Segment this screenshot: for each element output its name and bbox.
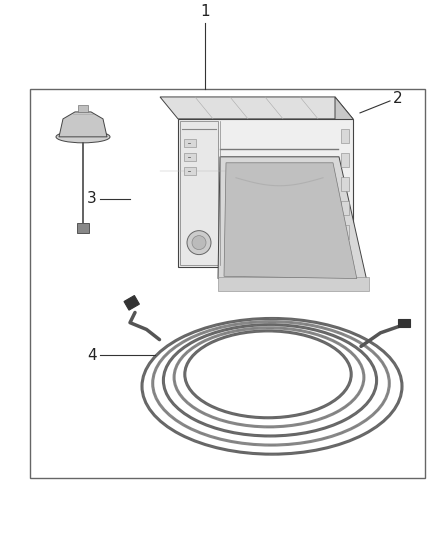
Bar bbox=[78, 105, 88, 112]
Text: 2: 2 bbox=[393, 92, 403, 107]
Bar bbox=[184, 153, 196, 161]
Text: 3: 3 bbox=[87, 191, 97, 206]
Bar bbox=[341, 177, 349, 191]
Bar bbox=[218, 277, 369, 290]
Bar bbox=[341, 201, 349, 215]
Bar bbox=[341, 153, 349, 167]
Bar bbox=[30, 89, 425, 478]
Circle shape bbox=[187, 231, 211, 255]
Polygon shape bbox=[59, 112, 107, 137]
Circle shape bbox=[192, 236, 206, 249]
Polygon shape bbox=[218, 157, 367, 281]
Bar bbox=[184, 167, 196, 175]
Polygon shape bbox=[335, 97, 353, 266]
Bar bbox=[398, 319, 410, 327]
Bar bbox=[341, 225, 349, 239]
Bar bbox=[77, 223, 89, 232]
Polygon shape bbox=[160, 97, 353, 119]
Bar bbox=[178, 119, 353, 266]
Polygon shape bbox=[224, 163, 357, 279]
Bar bbox=[124, 295, 139, 310]
Text: 1: 1 bbox=[200, 4, 210, 19]
Bar bbox=[341, 129, 349, 143]
Bar bbox=[180, 121, 218, 264]
Ellipse shape bbox=[56, 131, 110, 143]
Text: 4: 4 bbox=[87, 348, 97, 363]
Bar bbox=[184, 139, 196, 147]
